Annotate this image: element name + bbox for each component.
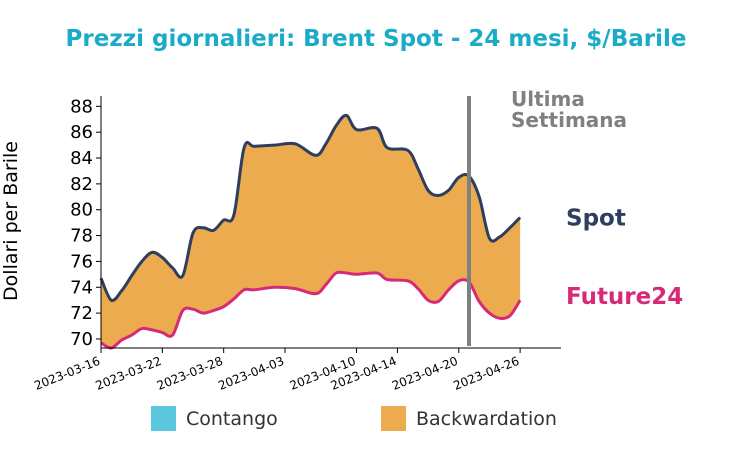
x-tick-label: 2023-04-20 [390, 354, 460, 393]
spot-line [99, 113, 522, 303]
y-tick-label: 70 [70, 329, 93, 350]
y-tick-label: 72 [70, 303, 93, 324]
chart-title: Prezzi giornalieri: Brent Spot - 24 mesi… [66, 26, 687, 52]
backwardation-area [101, 115, 521, 349]
y-tick-label: 84 [70, 148, 93, 169]
last-week-label: Settimana [511, 108, 627, 132]
last-week-label: Ultima [511, 87, 585, 111]
x-tick-label: 2023-04-26 [451, 354, 521, 393]
y-tick-label: 88 [70, 96, 93, 117]
x-tick-label: 2023-03-22 [94, 354, 164, 393]
legend-swatch-backwardation [381, 406, 406, 431]
future24-line [100, 270, 522, 350]
legend-swatch-contango [151, 406, 176, 431]
spot-series-label: Spot [566, 205, 626, 231]
legend-label-backwardation: Backwardation [416, 408, 557, 430]
y-tick-label: 82 [70, 174, 93, 195]
x-tick-label: 2023-03-28 [155, 354, 225, 393]
y-tick-label: 74 [70, 277, 93, 298]
y-tick-label: 78 [70, 226, 93, 247]
plot-area: 70 72 74 76 78 80 82 84 86 88 2023-03-162023-03-22… [32, 87, 683, 393]
legend-label-contango: Contango [186, 408, 278, 430]
x-tick-label: 2023-03-16 [32, 354, 102, 393]
future24-series-label: Future24 [566, 284, 683, 310]
y-tick-label: 80 [70, 200, 93, 221]
legend: Contango Backwardation [151, 406, 557, 431]
y-tick-label: 86 [70, 122, 93, 143]
y-tick-label: 76 [70, 251, 93, 272]
x-tick-label: 2023-04-03 [216, 354, 286, 393]
y-axis-label: Dollari per Barile [0, 141, 22, 301]
